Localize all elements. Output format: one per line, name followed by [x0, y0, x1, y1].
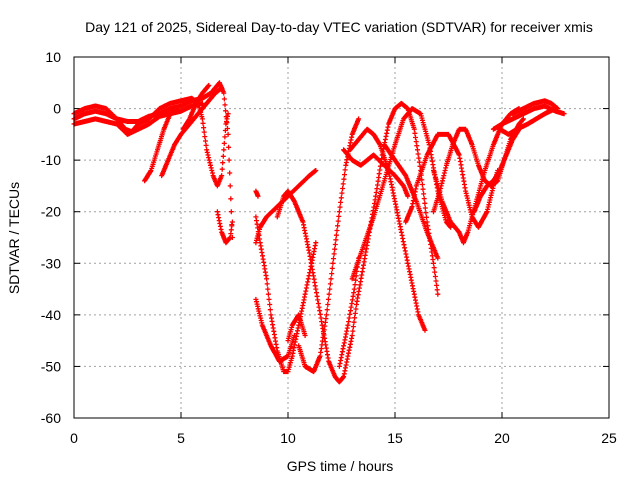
data-point-markers — [142, 106, 180, 184]
series-track-17 — [347, 126, 428, 333]
data-point-markers — [510, 98, 561, 117]
data-point-markers — [341, 147, 411, 199]
data-point-markers — [285, 312, 308, 344]
y-tick-label: -40 — [41, 307, 61, 323]
data-point-markers — [403, 131, 501, 230]
data-point-markers — [159, 85, 225, 179]
data-point-markers — [180, 82, 212, 132]
series-track-26 — [497, 106, 558, 137]
x-tick-label: 5 — [177, 430, 185, 446]
x-tick-label: 10 — [280, 430, 296, 446]
series-track-19 — [341, 147, 411, 199]
y-axis-label: SDTVAR / TECUs — [6, 182, 22, 294]
y-tick-label: -30 — [41, 255, 61, 271]
data-point-markers — [296, 116, 362, 375]
chart-title: Day 121 of 2025, Sidereal Day-to-day VTE… — [85, 19, 593, 35]
series-track-6 — [180, 82, 212, 132]
data-point-markers — [253, 168, 319, 246]
x-tick-label: 15 — [387, 430, 403, 446]
plot-frame — [73, 56, 610, 419]
series-track-8 — [253, 188, 261, 199]
series-track-10 — [253, 168, 319, 246]
y-tick-labels: -60 -50 -40 -30 -20 -10 0 10 — [41, 49, 61, 426]
y-tick-label: 0 — [53, 101, 61, 117]
y-tick-label: -20 — [41, 204, 61, 220]
data-point-markers — [349, 106, 454, 282]
data-point-markers — [253, 296, 297, 364]
x-tick-label: 25 — [601, 430, 617, 446]
data-point-markers — [347, 126, 428, 333]
y-tick-label: -10 — [41, 152, 61, 168]
series-track-16 — [349, 106, 454, 282]
data-point-markers — [253, 188, 261, 199]
series-track-4 — [142, 106, 180, 184]
y-tick-label: -50 — [41, 358, 61, 374]
data-point-markers — [490, 103, 567, 132]
series-track-20 — [403, 131, 501, 230]
x-tick-labels: 0 5 10 15 20 25 — [70, 430, 617, 446]
series-track-13 — [296, 116, 362, 375]
x-tick-label: 20 — [494, 430, 510, 446]
data-point-markers — [497, 106, 558, 137]
x-axis-label: GPS time / hours — [287, 458, 394, 474]
data-marks — [71, 80, 567, 385]
series-track-5 — [159, 85, 225, 179]
series-track-24 — [490, 103, 567, 132]
y-tick-label: 10 — [45, 49, 61, 65]
series-track-25 — [510, 98, 561, 117]
series-track-14 — [285, 312, 308, 344]
series-track-11 — [253, 296, 297, 364]
data-point-markers — [471, 126, 522, 215]
series-track-7 — [214, 209, 235, 246]
x-tick-label: 0 — [70, 430, 78, 446]
data-point-markers — [214, 209, 235, 246]
y-tick-label: -60 — [41, 410, 61, 426]
series-track-23 — [471, 126, 522, 215]
